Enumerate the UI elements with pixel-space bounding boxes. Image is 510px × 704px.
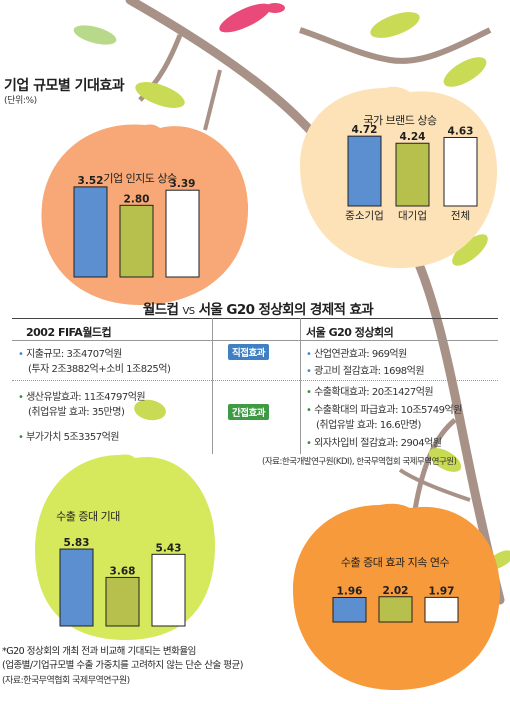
unit-label: (단위:%) xyxy=(4,96,37,106)
table-divider-right xyxy=(300,318,301,454)
leaf-left xyxy=(73,25,117,45)
indirect-right-4: • 외자차입비 절감효과: 2904억원 xyxy=(306,438,442,449)
chart2-value-label-3: 4.63 xyxy=(448,125,474,137)
chart2-value-label-2: 4.24 xyxy=(400,131,426,143)
chart1-value-label-3: 3.39 xyxy=(170,178,196,190)
table-title-left: 월드컵 xyxy=(142,302,179,318)
table-top-rule xyxy=(12,318,498,319)
chart4-value-label-3: 1.97 xyxy=(429,585,455,597)
table-title-vs: VS xyxy=(182,306,195,317)
chart2-title: 국가 브랜드 상승 xyxy=(363,114,437,127)
chart4-bar-2 xyxy=(378,596,413,623)
leaf-pink-small xyxy=(265,3,285,13)
indirect-right-3: (취업유발 효과: 16.6만명) xyxy=(316,420,421,431)
chart2-bar-1 xyxy=(347,135,382,207)
chart1-value-label-1: 3.52 xyxy=(78,175,104,187)
chart3-title: 수출 증대 기대 xyxy=(56,510,120,523)
table-divider-left xyxy=(212,318,213,454)
headline: 기업 규모별 기대효과 xyxy=(4,78,125,94)
table-title-right: 서울 G20 정상회의 경제적 효과 xyxy=(198,302,374,318)
indirect-left-1: • 생산유발효과: 11조4797억원 xyxy=(18,392,146,403)
chart1-title: 기업 인지도 상승 xyxy=(103,172,177,185)
branch-top-right xyxy=(299,27,492,64)
leaf-top-right xyxy=(370,12,420,38)
col-left-header: 2002 FIFA월드컵 xyxy=(26,326,112,339)
leaf-center xyxy=(134,399,166,421)
footnote-1: *G20 정상회의 개최 전과 비교해 기대되는 변화율임 xyxy=(2,646,196,657)
chart2-bar-2 xyxy=(395,142,430,207)
chart3-value-label-1: 5.83 xyxy=(64,537,90,549)
table-source: (자료:한국개발연구원(KDI), 한국무역협회 국제무역연구원) xyxy=(262,457,457,467)
indirect-right-2: • 수출확대의 파급효과: 10조5749억원 xyxy=(306,405,462,416)
chart3-value-label-2: 3.68 xyxy=(110,565,136,577)
indirect-left-2: (취업유발 효과: 35만명) xyxy=(28,407,125,418)
chart4-value-label-1: 1.96 xyxy=(337,586,363,598)
chart3-bar-3 xyxy=(151,553,186,627)
direct-right-1: • 산업연관효과: 969억원 xyxy=(306,349,407,360)
leaf-mid xyxy=(135,82,185,108)
branch-lower-twig xyxy=(398,468,471,502)
leaf-pink xyxy=(219,3,271,33)
leaf-right-mid xyxy=(452,234,488,266)
chart2-category-label-3: 전체 xyxy=(451,210,470,222)
leaf-lower xyxy=(428,448,462,472)
chart3-value-label-3: 5.43 xyxy=(156,542,182,554)
indirect-right-1: • 수출확대효과: 20조1427억원 xyxy=(306,387,434,398)
table-title: 월드컵 VS 서울 G20 정상회의 경제적 효과 xyxy=(142,298,374,318)
badge-direct: 직접효과 xyxy=(228,344,269,360)
chart4-bar-3 xyxy=(424,596,459,623)
leaf-right xyxy=(443,57,487,87)
branch-twig xyxy=(203,69,222,131)
chart3-bar-1 xyxy=(59,548,94,627)
branch-lower xyxy=(412,418,457,511)
chart4-value-label-2: 2.02 xyxy=(383,585,409,597)
direct-right-2: • 광고비 절감효과: 1698억원 xyxy=(306,366,425,377)
footnote-2: (업종별/기업규모별 수출 가중치를 고려하지 않는 단순 산술 평균) xyxy=(2,660,244,671)
chart2-category-label-2: 대기업 xyxy=(398,209,427,222)
footnote-source: (자료:한국무역협회 국제무역연구원) xyxy=(2,676,130,686)
badge-indirect: 간접효과 xyxy=(228,404,269,420)
chart3-bar-2 xyxy=(105,576,140,627)
chart1-bar-3 xyxy=(165,189,200,278)
chart1-bar-2 xyxy=(119,204,154,278)
chart2-category-label-1: 중소기업 xyxy=(345,209,384,222)
chart1-bar-1 xyxy=(73,186,108,278)
direct-left-1: • 지출규모: 3조4707억원 xyxy=(18,349,122,360)
table-row-rule xyxy=(12,380,498,381)
chart2-value-label-1: 4.72 xyxy=(352,124,378,136)
chart1-value-label-2: 2.80 xyxy=(124,193,150,205)
indirect-left-3: • 부가가치 5조3357억원 xyxy=(18,432,119,443)
col-right-header: 서울 G20 정상회의 xyxy=(306,326,394,339)
table-header-rule xyxy=(12,340,498,341)
chart4-title: 수출 증대 효과 지속 연수 xyxy=(340,556,450,569)
direct-left-2: (투자 2조3882억+소비 1조825억) xyxy=(28,364,171,375)
chart2-bar-3 xyxy=(443,136,478,207)
chart4-bar-1 xyxy=(332,597,367,623)
